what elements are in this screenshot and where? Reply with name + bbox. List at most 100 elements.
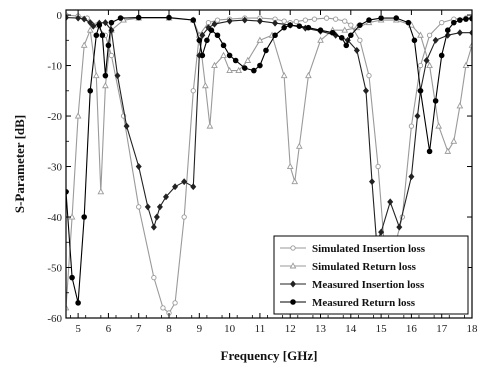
series-2-point xyxy=(97,188,105,195)
series-3-point xyxy=(87,19,94,27)
series-2-point xyxy=(280,71,288,79)
series-3-point xyxy=(432,36,439,44)
series-3-point xyxy=(150,223,157,231)
legend: Simulated Insertion loss Simulated Return… xyxy=(273,235,469,315)
x-tick-label: 14 xyxy=(345,323,357,335)
series-4-point xyxy=(117,15,124,21)
series-4-point xyxy=(220,42,227,49)
series-4-point xyxy=(357,22,363,28)
series-1-point xyxy=(342,18,348,24)
legend-marker-2 xyxy=(289,262,297,269)
series-2-point xyxy=(86,26,94,33)
series-4-point xyxy=(257,62,263,69)
series-4-point xyxy=(199,52,206,59)
series-2-point xyxy=(220,51,227,58)
series-3-point xyxy=(156,203,163,211)
y-tick-label: -10 xyxy=(47,61,62,73)
legend-marker-1 xyxy=(290,245,296,251)
series-4-point xyxy=(426,148,433,155)
series-2-point xyxy=(295,142,303,149)
series-1-point xyxy=(136,204,142,210)
series-1-point xyxy=(205,19,212,26)
x-tick-label: 10 xyxy=(224,323,236,335)
series-4-point xyxy=(457,17,463,23)
series-4-point xyxy=(296,23,303,29)
plot-frame xyxy=(65,9,473,319)
axes-layer: 5 6 7 8 9 10 11 12 13 14 15 16 17 18 0 -10 -20 -30 -40 -50 -… xyxy=(12,9,479,363)
series-4-point xyxy=(232,57,239,64)
series-4-point xyxy=(81,214,87,220)
series-4-point xyxy=(196,37,203,44)
series-2-point xyxy=(74,112,82,119)
series-4-point xyxy=(93,32,100,39)
series-3-point xyxy=(226,17,233,25)
legend-box xyxy=(273,235,469,315)
series-2-point xyxy=(291,177,299,185)
series-3-point xyxy=(396,223,403,231)
x-tick-label: 6 xyxy=(106,323,112,335)
series-3-point xyxy=(123,122,130,130)
series-3-point xyxy=(190,183,197,191)
series-3-point xyxy=(353,46,360,54)
y-tick-label: -50 xyxy=(47,263,62,275)
y-tick-label: -60 xyxy=(47,313,62,325)
series-2-point xyxy=(426,61,433,68)
series-2-point xyxy=(305,71,312,79)
series-4-point xyxy=(214,32,221,39)
x-tick-label: 15 xyxy=(376,323,388,335)
x-axis-title: Frequency [GHz] xyxy=(221,348,318,363)
x-tick-label: 18 xyxy=(467,323,479,335)
series-1-point xyxy=(190,88,196,94)
series-2-point xyxy=(66,304,70,311)
series-4-point xyxy=(329,29,336,36)
x-tick-label: 17 xyxy=(436,323,448,335)
series-3-point xyxy=(135,163,142,170)
x-tick-label: 7 xyxy=(136,323,142,335)
legend-label-4: Measured Return loss xyxy=(312,297,416,309)
series-4-point xyxy=(166,14,172,21)
series-3-point xyxy=(241,16,248,24)
series-4-point xyxy=(317,27,324,33)
series-4-point xyxy=(251,67,257,74)
series-4-line xyxy=(66,17,472,304)
series-2-point xyxy=(92,71,100,79)
series-3-point xyxy=(153,213,160,221)
series-1-point xyxy=(172,300,178,306)
series-1-point xyxy=(311,16,318,22)
x-tick-label: 8 xyxy=(166,323,172,335)
series-4-point xyxy=(190,17,197,23)
series-2-point xyxy=(317,36,324,43)
series-3-point xyxy=(114,72,121,80)
series-2 xyxy=(66,14,472,311)
series-3-point xyxy=(66,14,69,22)
series-3-point xyxy=(423,57,430,64)
series-4-point xyxy=(99,32,106,39)
series-2-point xyxy=(468,41,472,48)
series-2-point xyxy=(80,41,88,48)
series-2-point xyxy=(226,66,233,74)
series-2-point xyxy=(450,137,458,144)
series-4-point xyxy=(75,300,81,306)
x-tick-label: 11 xyxy=(255,323,266,335)
legend-marker-3 xyxy=(290,280,296,288)
series-2-point xyxy=(244,56,252,63)
series-3-point xyxy=(211,20,218,28)
legend-marker-4 xyxy=(290,299,296,305)
plot-layer xyxy=(66,12,472,316)
series-1-point xyxy=(333,16,339,22)
series-1-point xyxy=(348,22,354,28)
y-tick-label: -30 xyxy=(47,162,62,174)
series-1-point xyxy=(293,18,299,25)
series-4-point xyxy=(348,32,354,39)
series-2-point xyxy=(206,122,214,129)
x-tick-label: 5 xyxy=(75,323,81,335)
series-1-point xyxy=(375,163,381,170)
y-tick-label: 0 xyxy=(57,10,63,22)
series-2-point xyxy=(417,31,424,38)
series-3-point xyxy=(456,29,463,37)
series-4-point xyxy=(204,37,210,44)
series-4-point xyxy=(272,32,278,39)
series-1-point xyxy=(323,15,330,21)
series-3-point xyxy=(75,14,82,22)
series-3-point xyxy=(378,228,385,236)
